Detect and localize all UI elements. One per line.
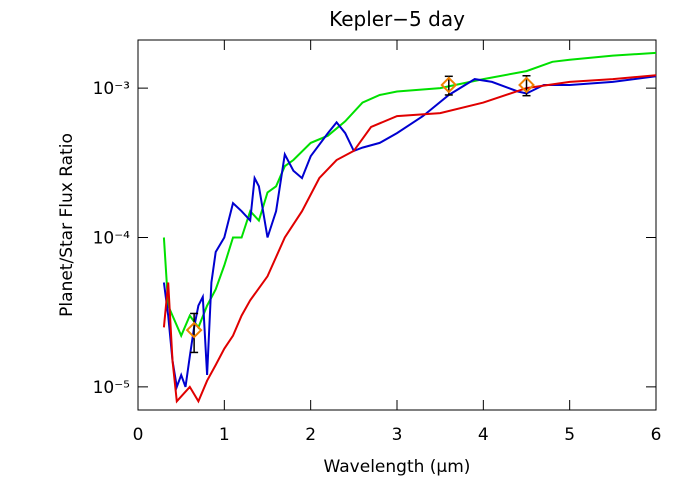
series-line — [162, 74, 656, 404]
x-tick-label: 6 — [651, 425, 662, 445]
x-tick-label: 0 — [133, 425, 144, 445]
x-tick-label: 2 — [305, 425, 316, 445]
y-tick-label: 10⁻³ — [93, 79, 130, 99]
plot-frame — [137, 39, 657, 411]
data-point — [185, 321, 203, 339]
y-tick-label: 10⁻⁴ — [93, 228, 131, 248]
series-line — [162, 75, 656, 391]
plot-area — [162, 51, 656, 404]
chart-title: Kepler−5 day — [329, 7, 465, 31]
x-tick-label: 1 — [219, 425, 230, 445]
x-tick-label: 5 — [564, 425, 575, 445]
x-tick-label: 4 — [478, 425, 489, 445]
data-point — [440, 76, 458, 94]
x-axis-label: Wavelength (μm) — [324, 457, 471, 477]
y-axis-label: Planet/Star Flux Ratio — [57, 133, 77, 317]
x-tick-label: 3 — [392, 425, 403, 445]
series-line — [162, 51, 656, 339]
data-point — [518, 76, 535, 94]
y-tick-label: 10⁻⁵ — [93, 378, 130, 398]
